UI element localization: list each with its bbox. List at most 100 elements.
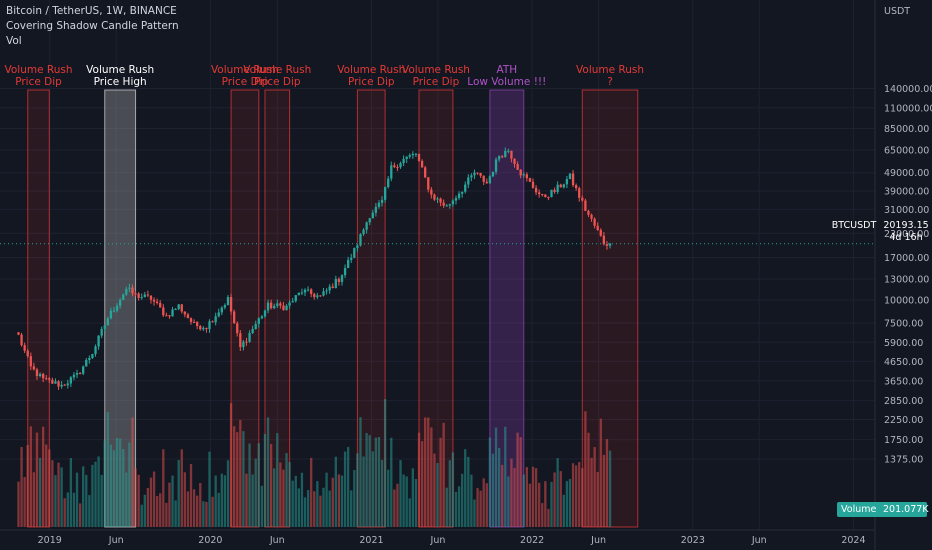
symbol-title[interactable]: Bitcoin / TetherUS, 1W, BINANCE [6, 5, 177, 17]
candle-up [568, 173, 572, 180]
time-tick-label: Jun [590, 535, 606, 546]
volume-badge-label: Volume [841, 504, 877, 515]
candle-up [38, 373, 42, 377]
price-tick-label: 13000.00 [884, 274, 929, 285]
candle-up [368, 218, 371, 223]
candle-up [122, 294, 125, 300]
volume-bar-up [266, 417, 270, 527]
candle-up [263, 310, 267, 317]
candle-up [356, 245, 359, 249]
volume-bar-up [608, 450, 612, 527]
indicator-name[interactable]: Covering Shadow Candle Pattern [6, 20, 179, 32]
zone-label-line: Volume Rush [243, 64, 311, 76]
candle-down [584, 200, 587, 211]
candle-down [196, 322, 199, 326]
candle-up [414, 153, 418, 155]
volume-bar-down [553, 472, 556, 527]
candle-up [353, 248, 356, 258]
price-tick-label: 31000.00 [884, 205, 929, 216]
volume-bar-down [26, 444, 29, 527]
volume-bar-up [177, 460, 180, 527]
chart-legend: Bitcoin / TetherUS, 1W, BINANCE Covering… [6, 4, 179, 49]
candle-down [331, 286, 334, 288]
time-axis[interactable]: 2019 Jun 2020 Jun 2021 Jun 2022 Jun 2023 Jun 2024 [0, 529, 875, 546]
price-tick-label: 39000.00 [884, 186, 929, 197]
candle-up [497, 156, 501, 160]
volume-bar-down [196, 495, 199, 527]
volume-bar-down [282, 469, 285, 527]
candle-down [424, 167, 427, 178]
zone-label-line: Volume Rush [337, 64, 405, 76]
candle-down [525, 174, 529, 179]
volume-bar-up [488, 437, 492, 527]
volume-bar-down [310, 457, 313, 527]
candle-down [501, 156, 504, 158]
volume-bar-up [103, 440, 106, 527]
candle-down [211, 321, 214, 323]
candle-up [128, 287, 131, 289]
volume-bar-down [584, 411, 587, 527]
candle-down [245, 341, 248, 343]
candle-up [75, 373, 79, 375]
volume-bar-down [78, 503, 82, 527]
volume-badge-value: 201.077K [883, 504, 929, 515]
candle-up [608, 243, 612, 246]
price-tick-label: 17000.00 [884, 253, 929, 264]
volume-bar-down [48, 449, 51, 527]
candle-up [387, 178, 390, 188]
volume-indicator-name[interactable]: Vol [6, 35, 22, 47]
candle-up [119, 299, 122, 306]
candle-down [393, 165, 396, 168]
volume-bar-down [245, 473, 248, 527]
volume-bar-up [220, 473, 223, 527]
volume-bar-down [51, 460, 54, 527]
volume-bar-up [374, 437, 378, 527]
candle-up [464, 184, 467, 192]
candle-up [214, 316, 217, 323]
candle-up [405, 156, 408, 159]
volume-bar-up [66, 492, 69, 527]
candle-down [134, 293, 137, 295]
candle-up [448, 204, 451, 206]
candle-up [109, 310, 113, 319]
candle-down [183, 311, 187, 315]
last-price-symbol: BTCUSDT [831, 220, 877, 231]
annotation-zones [27, 89, 639, 528]
time-tick-label: 2024 [841, 535, 865, 546]
zone-label-line: ATH [496, 64, 517, 76]
zone-label-line: Low Volume !!! [467, 76, 546, 88]
volume-bar-down [239, 419, 242, 527]
candle-up [562, 184, 565, 188]
volume-bar-up [414, 478, 418, 527]
volume-bar-up [276, 433, 279, 527]
candle-down [559, 184, 562, 188]
volume-bar-down [20, 446, 23, 527]
candle-up [242, 341, 245, 348]
candle-up [445, 205, 448, 207]
candle-up [507, 150, 510, 152]
zone-label-line: Price Dip [413, 76, 460, 88]
volume-bar-up [322, 487, 325, 527]
volume-bar-down [205, 501, 208, 527]
candle-up [254, 323, 257, 329]
candle-up [100, 329, 103, 336]
candle-up [377, 202, 381, 207]
time-tick-label: Jun [108, 535, 124, 546]
candle-up [411, 153, 415, 156]
volume-bar-down [439, 437, 442, 527]
zone-label-line: Volume Rush [211, 64, 279, 76]
candle-up [491, 171, 495, 177]
volume-bar-up [451, 452, 455, 527]
candle-up [103, 325, 106, 330]
volume-bar-up [297, 488, 301, 527]
price-axis[interactable]: 1375.00 1750.00 2250.00 2850.00 3650.00 4650.… [874, 0, 932, 550]
volume-bar-down [525, 467, 529, 527]
volume-bar-up [368, 435, 371, 527]
candle-up [408, 155, 411, 157]
volume-bar-up [408, 498, 411, 527]
volume-bar-up [356, 453, 359, 527]
candle-down [63, 384, 66, 386]
volume-bar-up [208, 451, 211, 527]
candle-up [362, 229, 365, 235]
